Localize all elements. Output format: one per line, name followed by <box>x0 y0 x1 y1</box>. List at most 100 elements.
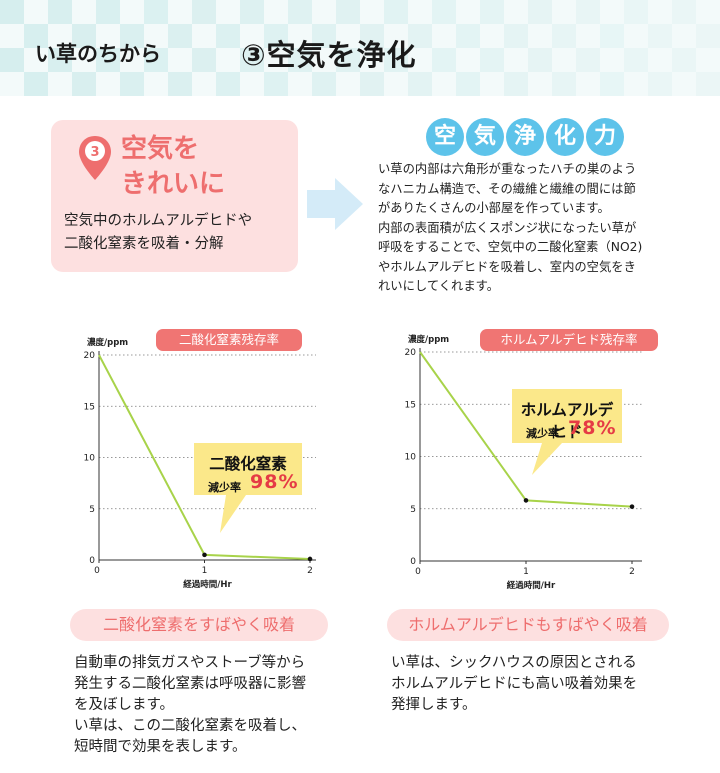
section-line: 自動車の排気ガスやストーブ等から <box>74 655 306 671</box>
y-axis-label: 濃度/ppm <box>408 334 449 345</box>
description: い草の内部は六角形が重なったハチの巣のよう なハニカム構造で、その繊維と繊維の間… <box>378 160 678 297</box>
power-badge: 力 <box>586 118 624 156</box>
pin-number: 3 <box>90 145 99 160</box>
checker-square <box>528 0 552 24</box>
x-axis-label: 経過時間/Hr <box>507 580 556 590</box>
data-point <box>629 504 635 509</box>
x-tick-label: 2 <box>629 567 635 577</box>
checker-square <box>72 24 96 48</box>
section-line: ホルムアルデヒドにも高い吸着効果を <box>391 676 638 692</box>
checker-square <box>696 24 720 48</box>
callout-title: ホルムアルデヒド <box>520 401 614 441</box>
checker-square <box>456 24 480 48</box>
checker-square <box>576 0 600 24</box>
checker-square <box>552 72 576 96</box>
checker-square <box>240 0 264 24</box>
power-badge: 化 <box>546 118 584 156</box>
checker-square <box>672 0 696 24</box>
callout-label: 減少率 <box>208 481 241 494</box>
chart-formaldehyde: ホルムアルデヒド残存率 0 5 10 15 20 0 1 2 濃度/ppm 経過時間/Hr ホルム… <box>392 325 658 591</box>
feature-card-body: 空気中のホルムアルデヒドや 二酸化窒素を吸着・分解 <box>64 210 252 256</box>
checker-square <box>264 24 288 48</box>
checker-square <box>288 0 312 24</box>
callout-label: 減少率 <box>526 427 559 440</box>
checker-square <box>192 48 216 72</box>
callout-value: 98% <box>250 471 299 493</box>
checker-square <box>216 72 240 96</box>
checker-square <box>624 0 648 24</box>
section-heading-formaldehyde: ホルムアルデヒドもすばやく吸着 <box>387 609 669 641</box>
feature-body-line1: 空気中のホルムアルデヒドや <box>64 213 253 229</box>
callout-bubble <box>194 443 302 533</box>
description-line: い草の内部は六角形が重なったハチの巣のよう <box>378 162 637 176</box>
checker-square <box>216 24 240 48</box>
x-tick-label: 0 <box>415 567 421 577</box>
section-text-nitrogen-dioxide: 自動車の排気ガスやストーブ等から 発生する二酸化窒素は呼吸器に影響 を及ぼします… <box>74 653 344 758</box>
power-badge: 気 <box>466 118 504 156</box>
section-line: い草は、シックハウスの原因とされる <box>391 655 637 671</box>
checker-square <box>360 72 384 96</box>
header-title: い草のちから <box>35 42 161 66</box>
checker-square <box>96 0 120 24</box>
checker-square <box>384 48 408 72</box>
feature-card: 3 空気を きれいに 空気中のホルムアルデヒドや 二酸化窒素を吸着・分解 <box>51 120 298 272</box>
checker-square <box>240 48 264 72</box>
y-tick-label: 0 <box>410 557 416 567</box>
checker-square <box>528 48 552 72</box>
checker-square <box>192 0 216 24</box>
checker-square <box>48 0 72 24</box>
checker-square <box>96 48 120 72</box>
checker-square <box>336 0 360 24</box>
checker-square <box>336 48 360 72</box>
feature-body-line2: 二酸化窒素を吸着・分解 <box>64 236 224 252</box>
checker-square <box>432 48 456 72</box>
y-tick-label: 10 <box>84 454 96 464</box>
checker-square <box>168 72 192 96</box>
description-line: がありたくさんの小部屋を作っています。 <box>378 201 610 215</box>
x-tick-label: 1 <box>523 567 529 577</box>
checker-square <box>696 72 720 96</box>
checker-square <box>648 24 672 48</box>
section-text-formaldehyde: い草は、シックハウスの原因とされる ホルムアルデヒドにも高い吸着効果を 発揮しま… <box>391 653 691 716</box>
chart-title-badge: ホルムアルデヒド残存率 <box>480 329 658 351</box>
description-line: なハニカム構造で、その繊維と繊維の間には節 <box>378 181 636 196</box>
checker-square <box>312 24 336 48</box>
checker-square <box>264 72 288 96</box>
chart-nitrogen-dioxide: 二酸化窒素残存率 0 5 10 15 20 0 1 2 濃度/ppm 経過時間/Hr 二酸化窒素 … <box>70 325 330 590</box>
x-tick-label: 2 <box>307 566 313 576</box>
checker-square <box>600 72 624 96</box>
checker-square <box>408 24 432 48</box>
checker-square <box>48 48 72 72</box>
description-line: れいにしてくれます。 <box>378 279 500 293</box>
map-pin-icon: 3 <box>79 136 111 180</box>
section-line: 短時間で効果を表します。 <box>74 739 247 755</box>
section-line: を及ぼします。 <box>74 697 175 713</box>
callout-value: 78% <box>568 417 617 439</box>
checker-square <box>360 24 384 48</box>
data-point <box>307 556 313 562</box>
y-tick-label: 15 <box>405 400 416 410</box>
x-tick-label: 1 <box>202 566 208 576</box>
data-point <box>523 498 529 503</box>
callout-bubble <box>512 389 622 475</box>
checker-square <box>576 48 600 72</box>
y-tick-label: 5 <box>89 505 95 515</box>
checker-square <box>24 72 48 96</box>
checker-square <box>384 0 408 24</box>
checker-pattern <box>0 0 720 96</box>
checker-square <box>672 48 696 72</box>
data-point <box>202 552 207 558</box>
chart-plot: 0 5 10 15 20 0 1 2 濃度/ppm 経過時間/Hr <box>84 337 316 590</box>
checker-square <box>24 24 48 48</box>
checker-square <box>0 0 24 24</box>
section-line: い草は、この二酸化窒素を吸着し、 <box>74 718 306 734</box>
chart-title-badge: 二酸化窒素残存率 <box>156 329 302 351</box>
checker-square <box>432 0 456 24</box>
checker-square <box>624 48 648 72</box>
checker-square <box>72 72 96 96</box>
y-tick-label: 20 <box>405 348 417 358</box>
feature-title-line2: きれいに <box>121 169 226 199</box>
checker-square <box>480 48 504 72</box>
y-tick-label: 5 <box>410 505 416 515</box>
power-badge: 浄 <box>506 118 544 156</box>
